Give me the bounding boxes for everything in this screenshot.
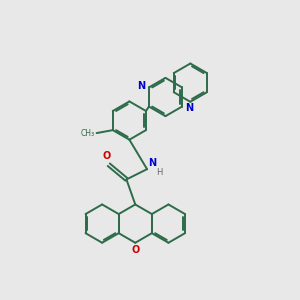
Text: O: O [131, 245, 140, 255]
Text: N: N [137, 81, 146, 91]
Text: CH₃: CH₃ [81, 129, 95, 138]
Text: H: H [156, 168, 163, 177]
Text: N: N [148, 158, 156, 168]
Text: O: O [102, 151, 110, 161]
Text: N: N [186, 103, 194, 113]
